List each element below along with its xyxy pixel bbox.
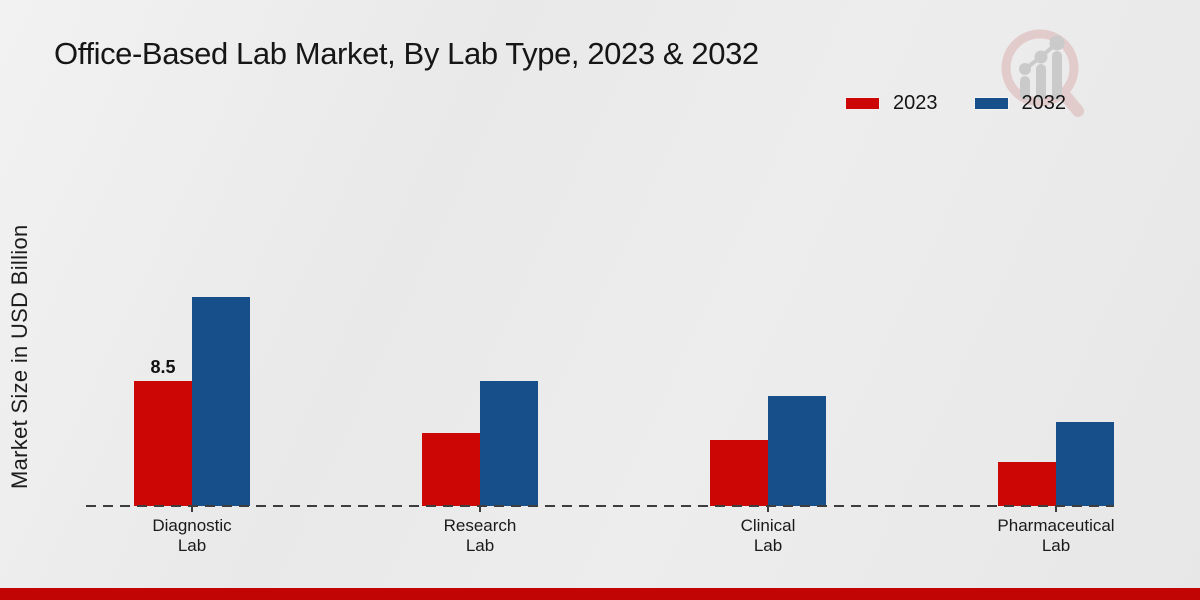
x-axis-tick [1055, 506, 1057, 512]
legend: 2023 2032 [845, 90, 1066, 116]
bar-2032-research-lab [480, 381, 538, 506]
x-axis-tick [479, 506, 481, 512]
bar-2023-diagnostic-lab [134, 381, 192, 506]
plot-area: 8.5 Diagnostic Lab Research Lab Clinical Lab Ph… [86, 190, 1115, 555]
bar-2023-clinical-lab [710, 439, 768, 506]
x-axis-label-pharmaceutical-lab: Pharmaceutical Lab [997, 516, 1115, 555]
bar-value-label: 8.5 [150, 357, 176, 378]
x-axis-label-research-lab: Research Lab [443, 516, 517, 555]
bar-2032-clinical-lab [768, 395, 826, 506]
legend-swatch-2032 [973, 96, 1009, 110]
y-axis-title: Market Size in USD Billion [7, 224, 32, 490]
bar-2032-diagnostic-lab [192, 297, 250, 506]
footer-accent-bar [0, 588, 1200, 600]
legend-item-2023: 2023 [845, 92, 938, 115]
legend-label-2032: 2032 [1021, 91, 1067, 114]
bar-2023-pharmaceutical-lab [998, 461, 1056, 506]
legend-swatch-2023 [845, 96, 880, 110]
magnifier-bar-chart-watermark-icon [1001, 29, 1084, 117]
legend-label-2023: 2023 [893, 91, 938, 114]
x-axis-tick [191, 506, 193, 512]
legend-item-2032: 2032 [973, 91, 1067, 115]
bar-2032-pharmaceutical-lab [1056, 422, 1114, 506]
x-axis-tick [767, 506, 769, 512]
x-axis-label-diagnostic-lab: Diagnostic Lab [152, 516, 232, 555]
chart-title: Office-Based Lab Market, By Lab Type, 20… [54, 36, 759, 71]
x-axis-line [86, 505, 1114, 507]
x-axis-label-clinical-lab: Clinical Lab [740, 516, 796, 555]
bar-2023-research-lab [422, 432, 480, 506]
